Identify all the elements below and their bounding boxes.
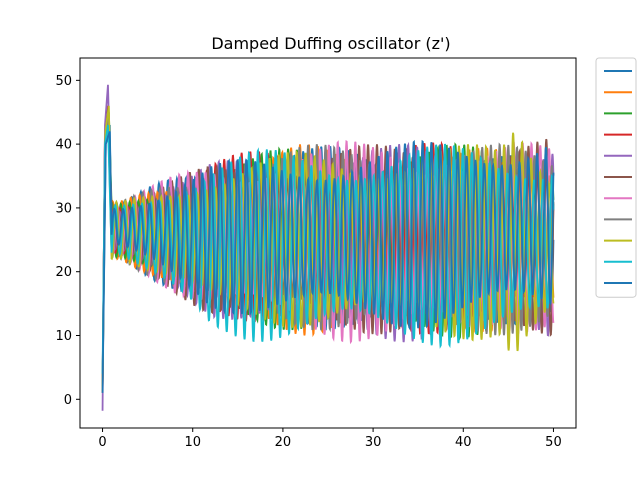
chart-title: Damped Duffing oscillator (z') [211, 34, 450, 53]
x-tick-label: 0 [98, 435, 106, 450]
x-tick-label: 40 [455, 435, 472, 450]
x-axis: 0 10 20 30 40 50 [98, 428, 562, 450]
y-tick-label: 40 [55, 138, 72, 153]
y-tick-label: 0 [64, 393, 72, 408]
legend [595, 57, 637, 298]
x-tick-label: 50 [545, 435, 562, 450]
y-tick-label: 20 [55, 265, 72, 280]
x-tick-label: 30 [365, 435, 382, 450]
y-tick-label: 50 [55, 74, 72, 89]
y-axis: 0 10 20 30 40 50 [55, 74, 80, 408]
series-line-9 [101, 105, 555, 392]
x-tick-label: 20 [275, 435, 292, 450]
y-tick-label: 30 [55, 201, 72, 216]
x-tick-label: 10 [184, 435, 201, 450]
series-line-11 [101, 131, 555, 393]
series-layer [101, 84, 555, 411]
y-tick-label: 10 [55, 329, 72, 344]
plot-frame [79, 57, 577, 429]
